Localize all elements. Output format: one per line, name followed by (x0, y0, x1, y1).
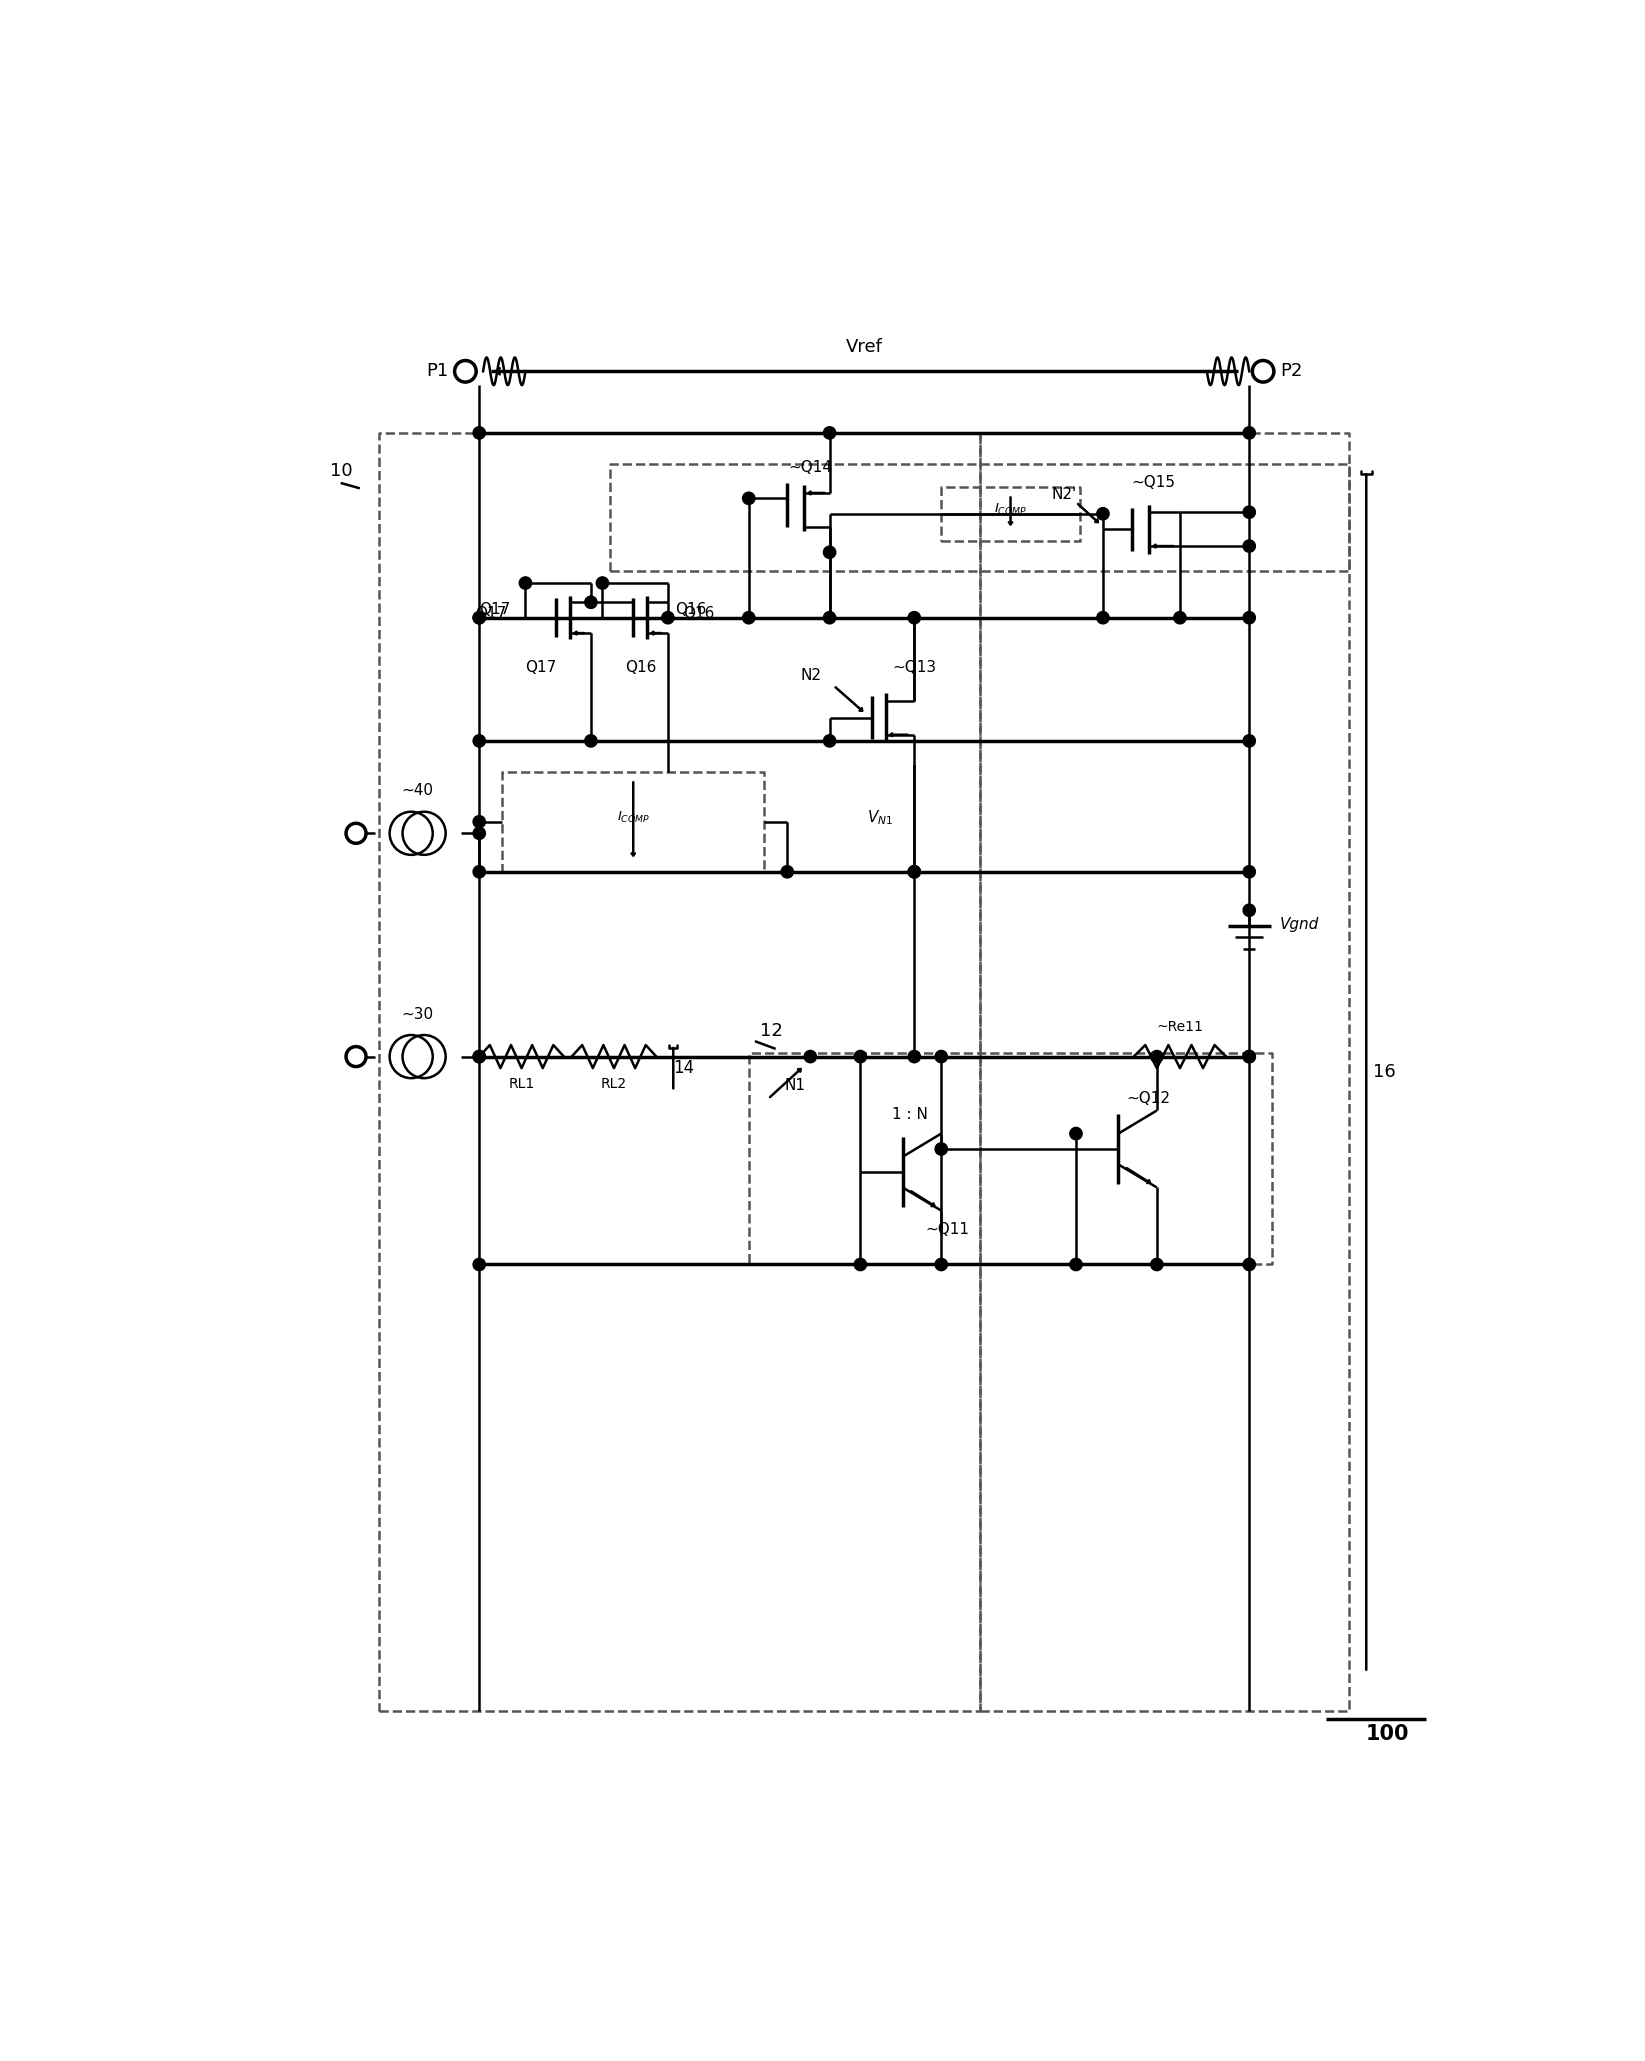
Circle shape (824, 427, 836, 439)
Text: Vgnd: Vgnd (1280, 917, 1319, 932)
Circle shape (474, 866, 485, 878)
Text: ~30: ~30 (401, 1006, 434, 1022)
Circle shape (1097, 612, 1109, 624)
Text: N2': N2' (1051, 486, 1077, 503)
Text: N2: N2 (801, 668, 822, 682)
Circle shape (1244, 1259, 1255, 1272)
Circle shape (1244, 427, 1255, 439)
Circle shape (474, 1051, 485, 1063)
Text: RL2: RL2 (600, 1076, 627, 1090)
Circle shape (474, 612, 485, 624)
Text: ~Q15: ~Q15 (1132, 476, 1175, 491)
Text: ~40: ~40 (401, 783, 434, 798)
Circle shape (1244, 905, 1255, 917)
Text: Q17: Q17 (479, 602, 510, 618)
Text: $I_{COMP}$: $I_{COMP}$ (617, 810, 650, 826)
Text: Q16: Q16 (676, 602, 707, 618)
Circle shape (1069, 1259, 1082, 1272)
Text: 14: 14 (673, 1059, 694, 1078)
Circle shape (824, 612, 836, 624)
Circle shape (1152, 1259, 1163, 1272)
Circle shape (1244, 540, 1255, 552)
Circle shape (1244, 507, 1255, 519)
Circle shape (934, 1259, 948, 1272)
Circle shape (1244, 734, 1255, 746)
Circle shape (1175, 612, 1186, 624)
Text: ~Q11: ~Q11 (926, 1222, 971, 1237)
Circle shape (824, 546, 836, 559)
Text: 100: 100 (1365, 1725, 1410, 1744)
Circle shape (474, 1051, 485, 1063)
Text: RL1: RL1 (508, 1076, 535, 1090)
Circle shape (804, 1051, 816, 1063)
Circle shape (474, 427, 485, 439)
Text: N1: N1 (785, 1078, 806, 1092)
Circle shape (520, 577, 531, 589)
Circle shape (474, 816, 485, 829)
Text: P2: P2 (1280, 363, 1303, 381)
Text: Q17: Q17 (475, 606, 507, 620)
Circle shape (742, 493, 755, 505)
Circle shape (474, 612, 485, 624)
Text: ~Q12: ~Q12 (1127, 1092, 1170, 1107)
Text: $I_{COMP}$: $I_{COMP}$ (994, 503, 1026, 517)
Circle shape (854, 1051, 867, 1063)
Circle shape (661, 612, 674, 624)
Circle shape (1244, 1051, 1255, 1063)
Circle shape (595, 577, 609, 589)
Circle shape (1152, 1051, 1163, 1063)
Circle shape (584, 596, 597, 608)
Circle shape (908, 866, 921, 878)
Text: Q17: Q17 (525, 660, 556, 676)
Circle shape (908, 866, 921, 878)
Text: 12: 12 (760, 1022, 783, 1041)
Circle shape (474, 1259, 485, 1272)
Circle shape (934, 1144, 948, 1154)
Circle shape (1244, 1051, 1255, 1063)
Circle shape (584, 734, 597, 746)
Text: Vref: Vref (846, 338, 883, 357)
Text: 16: 16 (1372, 1063, 1395, 1080)
Text: ~Q13: ~Q13 (892, 660, 936, 676)
Circle shape (1069, 1127, 1082, 1140)
Text: ~Q14: ~Q14 (788, 460, 832, 474)
Circle shape (742, 612, 755, 624)
Text: ~Re11: ~Re11 (1156, 1020, 1204, 1035)
Circle shape (781, 866, 793, 878)
Text: 10: 10 (329, 462, 352, 480)
Text: Q16: Q16 (625, 660, 656, 676)
Circle shape (1244, 612, 1255, 624)
Circle shape (908, 612, 921, 624)
Circle shape (824, 734, 836, 746)
Circle shape (934, 1051, 948, 1063)
Circle shape (474, 826, 485, 839)
Circle shape (474, 734, 485, 746)
Circle shape (908, 1051, 921, 1063)
Text: 1 : N: 1 : N (893, 1107, 928, 1121)
Text: $V_{N1}$: $V_{N1}$ (867, 808, 893, 826)
Text: P1: P1 (426, 363, 447, 381)
Circle shape (1244, 866, 1255, 878)
Circle shape (854, 1259, 867, 1272)
Circle shape (1097, 507, 1109, 519)
Text: Q16: Q16 (683, 606, 714, 620)
